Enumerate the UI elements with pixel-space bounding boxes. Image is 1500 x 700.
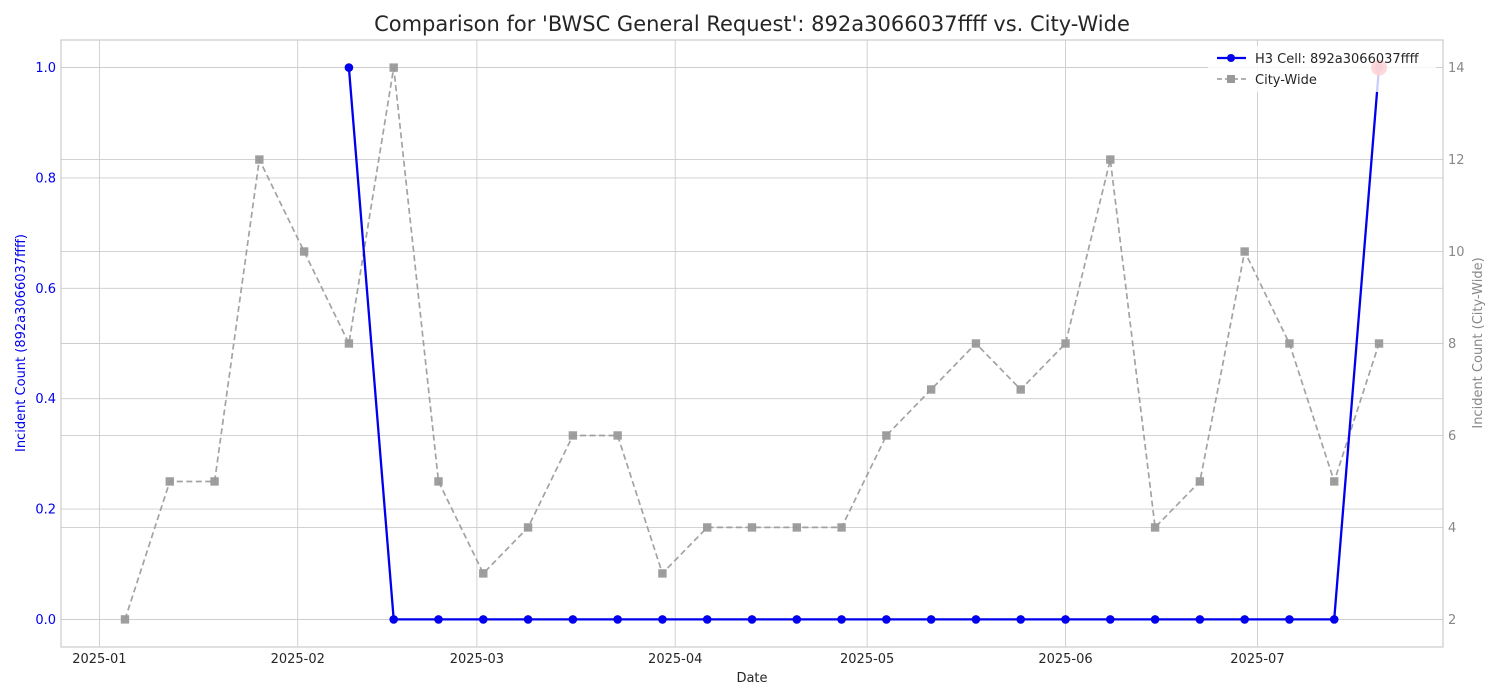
city-wide-point bbox=[389, 63, 398, 72]
chart-title: Comparison for 'BWSC General Request': 8… bbox=[374, 12, 1130, 36]
x-tick-label: 2025-07 bbox=[1230, 652, 1284, 667]
y-axis-right-label: Incident Count (City-Wide) bbox=[1471, 257, 1486, 428]
h3-cell-point bbox=[971, 615, 981, 624]
h3-cell-point bbox=[1016, 615, 1026, 624]
h3-cell-point bbox=[926, 615, 936, 624]
city-wide-series-line bbox=[124, 67, 1380, 620]
h3-cell-point bbox=[1285, 615, 1294, 624]
legend: H3 Cell: 892a3066037ffff City-Wide bbox=[1208, 46, 1436, 92]
h3-cell-point bbox=[1240, 615, 1249, 624]
h3-cell-point bbox=[747, 615, 757, 624]
y-right-tick-label: 2 bbox=[1448, 613, 1456, 628]
city-wide-point bbox=[1240, 247, 1249, 256]
y-left-tick-label: 0.4 bbox=[35, 392, 56, 407]
city-wide-point bbox=[1061, 339, 1070, 348]
city-wide-point bbox=[479, 569, 488, 578]
city-wide-point bbox=[344, 339, 354, 348]
city-wide-point bbox=[747, 523, 757, 532]
y-left-tick-label: 0.6 bbox=[35, 282, 56, 297]
city-wide-point bbox=[568, 431, 578, 440]
ticks-layer: 2025-01 2025-02 2025-03 2025-04 2025-05 2025-… bbox=[35, 61, 1464, 667]
h3-cell-point bbox=[1329, 615, 1339, 624]
y-right-tick-label: 10 bbox=[1448, 245, 1465, 260]
city-wide-point bbox=[1330, 477, 1339, 486]
y-right-tick-label: 8 bbox=[1448, 337, 1456, 352]
h3-cell-point bbox=[523, 615, 533, 624]
series-layer bbox=[120, 59, 1388, 624]
h3-cell-point bbox=[434, 615, 443, 624]
h3-cell-point bbox=[568, 615, 578, 624]
city-wide-point bbox=[299, 247, 309, 256]
plot-frame bbox=[60, 39, 1444, 648]
city-wide-point bbox=[165, 477, 174, 486]
h3-cell-point bbox=[792, 615, 802, 624]
h3-cell-point bbox=[389, 615, 399, 624]
h3-cell-series-line bbox=[347, 67, 1381, 621]
city-wide-point bbox=[523, 523, 533, 532]
legend-city-marker bbox=[1227, 75, 1235, 83]
x-tick-label: 2025-03 bbox=[450, 652, 504, 667]
x-tick-label: 2025-04 bbox=[648, 652, 702, 667]
legend-h3-label: H3 Cell: 892a3066037ffff bbox=[1255, 52, 1420, 67]
legend-box bbox=[1208, 46, 1436, 92]
x-tick-label: 2025-05 bbox=[840, 652, 894, 667]
x-tick-label: 2025-06 bbox=[1038, 652, 1092, 667]
city-wide-point bbox=[792, 523, 801, 532]
h3-cell-point bbox=[344, 63, 354, 72]
legend-city-label: City-Wide bbox=[1255, 73, 1317, 88]
city-wide-point bbox=[255, 155, 264, 164]
h3-cell-point bbox=[1105, 615, 1115, 624]
h3-cell-point bbox=[1195, 615, 1205, 624]
city-wide-point bbox=[1285, 339, 1294, 348]
h3-cell-point bbox=[1061, 615, 1070, 624]
city-wide-point bbox=[434, 477, 443, 486]
city-wide-point bbox=[882, 431, 891, 440]
city-wide-point bbox=[1374, 339, 1384, 348]
city-wide-point bbox=[613, 431, 622, 440]
city-wide-point bbox=[837, 523, 846, 532]
y-right-tick-label: 14 bbox=[1448, 61, 1465, 76]
city-wide-point bbox=[1016, 385, 1025, 394]
y-left-tick-label: 0.0 bbox=[35, 613, 56, 628]
h3-cell-point bbox=[658, 615, 667, 624]
city-wide-point bbox=[120, 615, 130, 624]
y-right-tick-label: 4 bbox=[1448, 521, 1456, 536]
city-wide-point bbox=[703, 523, 712, 532]
h3-cell-point bbox=[882, 615, 891, 624]
h3-cell-point bbox=[837, 615, 846, 624]
x-tick-label: 2025-01 bbox=[72, 652, 126, 667]
city-wide-point bbox=[1195, 477, 1205, 486]
h3-cell-point bbox=[702, 615, 712, 624]
h3-cell-point bbox=[613, 615, 622, 624]
y-left-tick-label: 0.2 bbox=[35, 503, 56, 518]
y-right-tick-label: 12 bbox=[1448, 153, 1465, 168]
y-left-tick-label: 1.0 bbox=[35, 61, 56, 76]
city-wide-point bbox=[210, 477, 219, 486]
city-wide-point bbox=[1106, 155, 1115, 164]
x-axis-label: Date bbox=[736, 671, 767, 686]
legend-h3-marker bbox=[1227, 54, 1235, 62]
x-tick-label: 2025-02 bbox=[271, 652, 325, 667]
y-axis-left-label: Incident Count (892a3066037ffff) bbox=[14, 234, 29, 452]
city-wide-point bbox=[926, 385, 936, 394]
h3-cell-point bbox=[1150, 615, 1160, 624]
y-right-tick-label: 6 bbox=[1448, 429, 1456, 444]
h3-cell-point bbox=[478, 615, 488, 624]
city-wide-point bbox=[658, 569, 667, 578]
y-left-tick-label: 0.8 bbox=[35, 171, 56, 186]
city-wide-point bbox=[971, 339, 981, 348]
city-wide-point bbox=[1150, 523, 1160, 532]
